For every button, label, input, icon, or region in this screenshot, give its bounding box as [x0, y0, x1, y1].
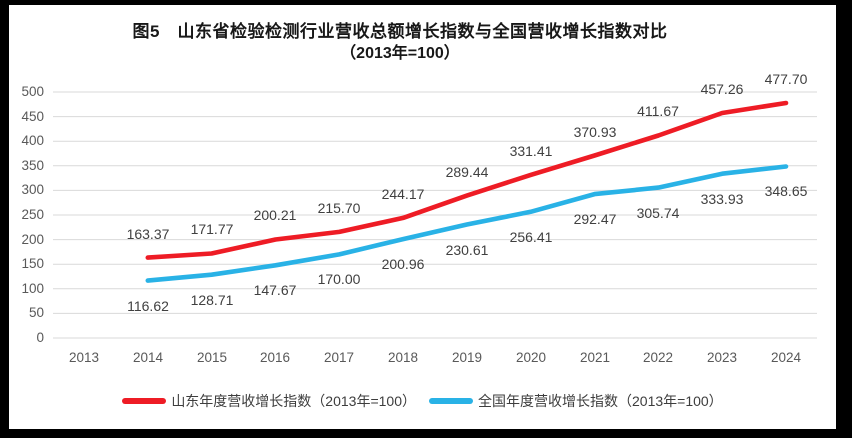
- legend-item-shandong: 山东年度营收增长指数（2013年=100）: [122, 391, 416, 411]
- legend-swatch-shandong-icon: [122, 398, 167, 404]
- legend-item-national: 全国年度营收增长指数（2013年=100）: [429, 391, 723, 411]
- legend: 山东年度营收增长指数（2013年=100） 全国年度营收增长指数（2013年=1…: [9, 390, 836, 412]
- chart-canvas: [9, 5, 836, 429]
- chart-title: 图5 山东省检验检测行业营收总额增长指数与全国营收增长指数对比: [132, 22, 668, 41]
- chart-title-block: 图5 山东省检验检测行业营收总额增长指数与全国营收增长指数对比 （2013年=1…: [0, 21, 800, 63]
- chart-subtitle: （2013年=100）: [340, 45, 460, 62]
- legend-label-national: 全国年度营收增长指数（2013年=100）: [478, 393, 723, 409]
- legend-label-shandong: 山东年度营收增长指数（2013年=100）: [171, 393, 416, 409]
- legend-swatch-national-icon: [429, 398, 473, 404]
